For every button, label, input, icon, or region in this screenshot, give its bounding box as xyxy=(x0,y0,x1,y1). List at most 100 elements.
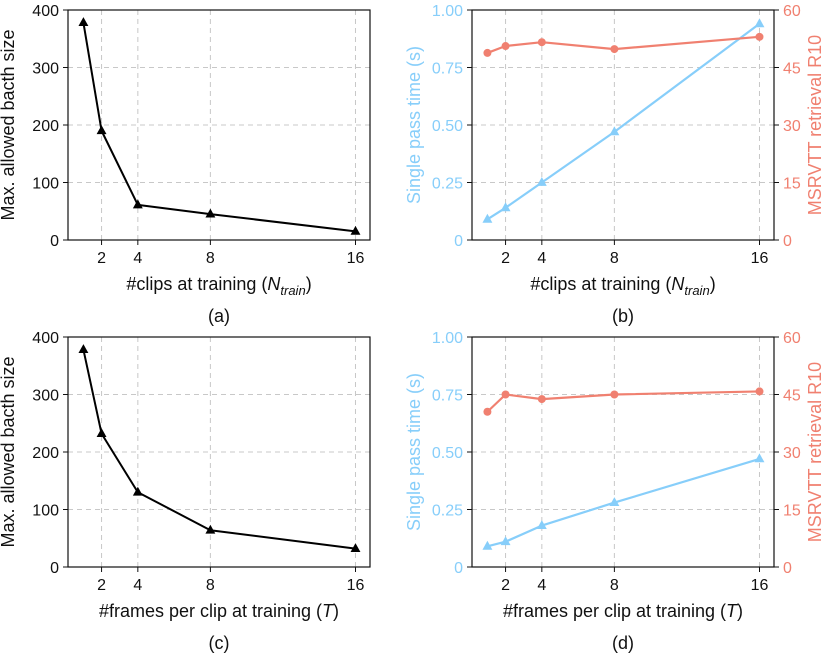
data-point-triangle xyxy=(132,486,143,496)
data-point-triangle xyxy=(754,453,765,463)
y-tick-label: 0.50 xyxy=(432,118,463,135)
y2-tick-label: 30 xyxy=(783,445,801,462)
data-point-circle xyxy=(537,38,546,47)
panel-d: 2 4 8 16 0 0.25 0.50 0.75 1.00 0 15 30 45 60 Single pa… xyxy=(404,330,825,653)
y2-tick-label: 30 xyxy=(783,118,801,135)
x-axis-label-variable: T xyxy=(322,601,335,621)
y-tick-label: 200 xyxy=(32,118,59,135)
data-point-triangle xyxy=(350,543,361,553)
data-point-circle xyxy=(610,45,619,54)
y2-tick-label: 0 xyxy=(783,560,792,577)
panel-caption: (c) xyxy=(209,633,230,653)
data-point-triangle xyxy=(205,524,216,534)
y-tick-label: 0 xyxy=(454,233,463,250)
data-point-triangle xyxy=(132,199,143,209)
x-tick-label: 2 xyxy=(97,577,106,594)
y-axis-label: Max. allowed bacth size xyxy=(0,29,18,220)
data-point-triangle xyxy=(482,213,493,223)
y-tick-label: 0.75 xyxy=(432,388,463,405)
x-tick-label: 16 xyxy=(347,250,365,267)
x-tick-label: 8 xyxy=(610,577,619,594)
x-axis-label-prefix: #clips at training ( xyxy=(530,274,671,294)
x-tick-label: 2 xyxy=(501,577,510,594)
y2-axis-label: MSRVTT retrieval R10 xyxy=(805,362,825,542)
y-tick-label: 100 xyxy=(32,503,59,520)
x-axis-label: #frames per clip at training (T) xyxy=(503,601,743,621)
x-axis-label: #clips at training (Ntrain) xyxy=(530,274,715,298)
x-axis-label-subscript: train xyxy=(280,283,305,298)
x-axis-label-suffix: ) xyxy=(710,274,716,294)
x-axis-label-variable: N xyxy=(267,274,281,294)
y-tick-label: 100 xyxy=(32,176,59,193)
data-point-triangle xyxy=(96,428,107,438)
data-point-triangle xyxy=(536,177,547,186)
series-line-0 xyxy=(486,22,761,221)
data-point-triangle xyxy=(205,208,216,218)
x-axis-label-suffix: ) xyxy=(306,274,312,294)
panel-c: 2 4 8 16 0 100 200 300 400 Max. allowed bacth siz… xyxy=(0,330,371,653)
y2-tick-label: 60 xyxy=(783,330,801,347)
y-tick-label: 300 xyxy=(32,61,59,78)
y-tick-label: 400 xyxy=(32,3,59,20)
data-point-circle xyxy=(755,32,764,41)
data-point-triangle xyxy=(96,125,107,135)
data-point-circle xyxy=(755,387,764,396)
panel-caption: (d) xyxy=(612,633,634,653)
data-point-circle xyxy=(501,390,510,399)
series-line-0 xyxy=(82,349,356,550)
x-tick-label: 8 xyxy=(206,577,215,594)
y-tick-label: 0 xyxy=(454,560,463,577)
data-point-circle xyxy=(483,48,492,57)
data-point-circle xyxy=(501,42,510,51)
y2-tick-label: 15 xyxy=(783,503,801,520)
x-tick-label: 2 xyxy=(97,250,106,267)
data-point-triangle xyxy=(609,126,620,136)
data-point-circle xyxy=(610,390,619,399)
x-axis-label-suffix: ) xyxy=(737,601,743,621)
y2-tick-label: 60 xyxy=(783,3,801,20)
y-tick-label: 1.00 xyxy=(432,3,463,20)
y-tick-label: 0 xyxy=(50,560,59,577)
x-axis-label-variable: T xyxy=(726,601,739,621)
y2-tick-label: 45 xyxy=(783,61,801,78)
panel-a: 2 4 8 16 0 100 200 300 400 Max. allowed bacth siz… xyxy=(0,3,371,326)
data-point-triangle xyxy=(536,520,547,530)
x-axis-label-prefix: #frames per clip at training ( xyxy=(99,601,322,621)
y-tick-label: 0.50 xyxy=(432,445,463,462)
x-axis-label-variable: N xyxy=(671,274,685,294)
x-axis-label: #clips at training (Ntrain) xyxy=(126,274,311,298)
x-tick-label: 4 xyxy=(133,250,142,267)
y2-axis-label: MSRVTT retrieval R10 xyxy=(805,35,825,215)
y-tick-label: 0.25 xyxy=(432,503,463,520)
data-point-triangle xyxy=(500,536,511,546)
y-tick-label: 200 xyxy=(32,445,59,462)
y-tick-label: 0.25 xyxy=(432,176,463,193)
y-axis-label: Single pass time (s) xyxy=(404,46,424,204)
data-point-circle xyxy=(483,407,492,416)
data-point-triangle xyxy=(482,540,493,550)
data-point-triangle xyxy=(500,202,511,212)
series-line-1 xyxy=(487,35,760,54)
y2-tick-label: 0 xyxy=(783,233,792,250)
y-tick-label: 300 xyxy=(32,388,59,405)
x-axis-label-prefix: #clips at training ( xyxy=(126,274,267,294)
series-line-0 xyxy=(487,457,760,548)
y-tick-label: 0.75 xyxy=(432,61,463,78)
x-tick-label: 16 xyxy=(347,577,365,594)
x-axis-label-suffix: ) xyxy=(333,601,339,621)
data-point-triangle xyxy=(609,497,620,507)
panel-b: 2 4 8 16 0 0.25 0.50 0.75 1.00 0 15 30 45 60 Single pa… xyxy=(404,3,825,326)
x-axis-label-subscript: train xyxy=(684,283,709,298)
data-point-triangle xyxy=(350,225,361,235)
y-tick-label: 400 xyxy=(32,330,59,347)
y-axis-label: Single pass time (s) xyxy=(404,373,424,531)
panel-caption: (b) xyxy=(612,306,634,326)
y2-tick-label: 45 xyxy=(783,388,801,405)
data-point-triangle xyxy=(78,17,89,27)
x-tick-label: 4 xyxy=(537,577,546,594)
y-tick-label: 0 xyxy=(50,233,59,250)
x-tick-label: 4 xyxy=(537,250,546,267)
x-axis-label: #frames per clip at training (T) xyxy=(99,601,339,621)
y-tick-label: 1.00 xyxy=(432,330,463,347)
